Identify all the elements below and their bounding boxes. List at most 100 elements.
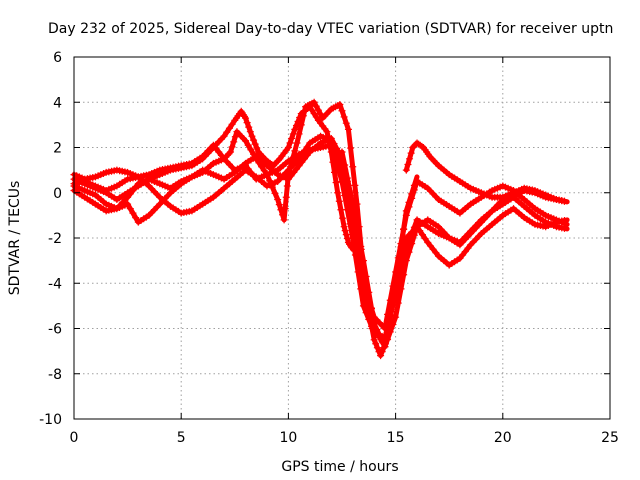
data-point-marker	[406, 155, 414, 163]
y-tick-label: 6	[53, 50, 62, 66]
data-point-marker	[351, 181, 359, 189]
data-point-marker	[362, 309, 370, 317]
series-line	[71, 135, 570, 350]
data-point-marker	[327, 134, 335, 142]
data-point-marker	[323, 128, 331, 136]
data-point-marker	[378, 338, 386, 346]
y-tick-labels: -10 -8 -6 -4 -2 0 2 4 6	[39, 50, 62, 428]
data-point-marker	[337, 206, 345, 214]
data-point-marker	[394, 268, 402, 276]
data-point-marker	[339, 214, 347, 222]
data-point-marker	[274, 157, 282, 165]
data-point-marker	[365, 296, 373, 304]
data-point-marker	[132, 214, 140, 222]
data-point-marker	[279, 211, 287, 219]
chart-title: Day 232 of 2025, Sidereal Day-to-day VTE…	[48, 21, 613, 37]
data-point-marker	[332, 179, 340, 187]
x-tick-label: 10	[279, 430, 297, 446]
data-point-marker	[400, 271, 408, 279]
data-point-marker	[284, 144, 292, 151]
data-point-marker	[416, 227, 424, 235]
y-axis-title: SDTVAR / TECUs	[7, 181, 23, 296]
data-point-marker	[126, 205, 134, 213]
data-point-marker	[354, 234, 362, 242]
data-point-marker	[277, 206, 285, 214]
data-point-marker	[341, 227, 349, 235]
data-point-marker	[421, 235, 429, 243]
data-point-marker	[297, 121, 305, 129]
data-point-marker	[408, 240, 416, 248]
data-point-marker	[242, 137, 250, 145]
data-point-marker	[275, 201, 283, 209]
data-point-marker	[560, 216, 568, 224]
data-point-marker	[245, 123, 253, 131]
data-point-marker	[225, 124, 233, 132]
data-point-marker	[293, 139, 301, 147]
data-point-marker	[341, 161, 349, 169]
series-trace-2	[70, 98, 420, 360]
data-series	[70, 98, 570, 360]
data-point-marker	[250, 136, 258, 144]
x-axis-title: GPS time / hours	[281, 459, 398, 475]
data-point-marker	[246, 128, 254, 136]
data-point-marker	[376, 334, 384, 342]
series-trace-6	[338, 148, 570, 351]
data-point-marker	[282, 193, 290, 201]
data-point-marker	[386, 311, 394, 319]
data-point-marker	[225, 150, 233, 158]
series-line	[71, 133, 570, 331]
data-point-marker	[373, 344, 381, 352]
x-tick-label: 0	[70, 430, 79, 446]
data-point-marker	[336, 101, 344, 109]
y-tick-label: -8	[48, 367, 62, 383]
data-point-marker	[334, 189, 342, 197]
data-point-marker	[129, 209, 137, 217]
data-point-marker	[244, 141, 252, 149]
data-point-marker	[397, 257, 405, 265]
data-point-marker	[340, 113, 348, 121]
data-point-marker	[253, 144, 261, 152]
data-point-marker	[392, 313, 400, 321]
data-point-marker	[378, 348, 386, 356]
data-point-marker	[291, 125, 299, 133]
data-point-marker	[271, 189, 279, 197]
data-point-marker	[248, 132, 256, 140]
data-point-marker	[384, 327, 392, 335]
data-point-marker	[359, 268, 367, 276]
series-trace-4	[70, 132, 570, 332]
data-point-marker	[231, 133, 239, 141]
data-point-marker	[367, 310, 375, 318]
data-point-marker	[373, 329, 381, 337]
data-point-marker	[314, 106, 322, 114]
data-point-marker	[283, 182, 291, 190]
data-point-marker	[223, 128, 231, 136]
data-point-marker	[344, 125, 352, 133]
data-point-marker	[335, 197, 343, 205]
data-point-marker	[317, 110, 325, 118]
data-point-marker	[338, 107, 346, 115]
data-point-marker	[281, 205, 289, 213]
data-point-marker	[228, 143, 236, 151]
data-point-marker	[310, 98, 318, 106]
data-point-marker	[240, 112, 248, 120]
data-point-marker	[370, 325, 378, 332]
data-point-marker	[312, 102, 320, 110]
data-point-marker	[227, 148, 235, 156]
data-point-marker	[397, 285, 405, 293]
data-point-marker	[400, 226, 408, 234]
data-point-marker	[408, 194, 416, 202]
data-point-marker	[402, 166, 410, 174]
y-tick-label: 0	[53, 186, 62, 202]
x-tick-label: 5	[177, 430, 186, 446]
data-point-marker	[404, 160, 412, 168]
data-point-marker	[274, 196, 282, 204]
data-point-marker	[418, 231, 426, 239]
y-tick-label: 4	[53, 95, 62, 111]
y-tick-label: -2	[48, 231, 62, 247]
data-point-marker	[418, 142, 426, 150]
series-trace-7	[402, 139, 570, 205]
data-point-marker	[247, 146, 255, 154]
data-point-marker	[242, 114, 250, 122]
data-point-marker	[342, 119, 350, 127]
